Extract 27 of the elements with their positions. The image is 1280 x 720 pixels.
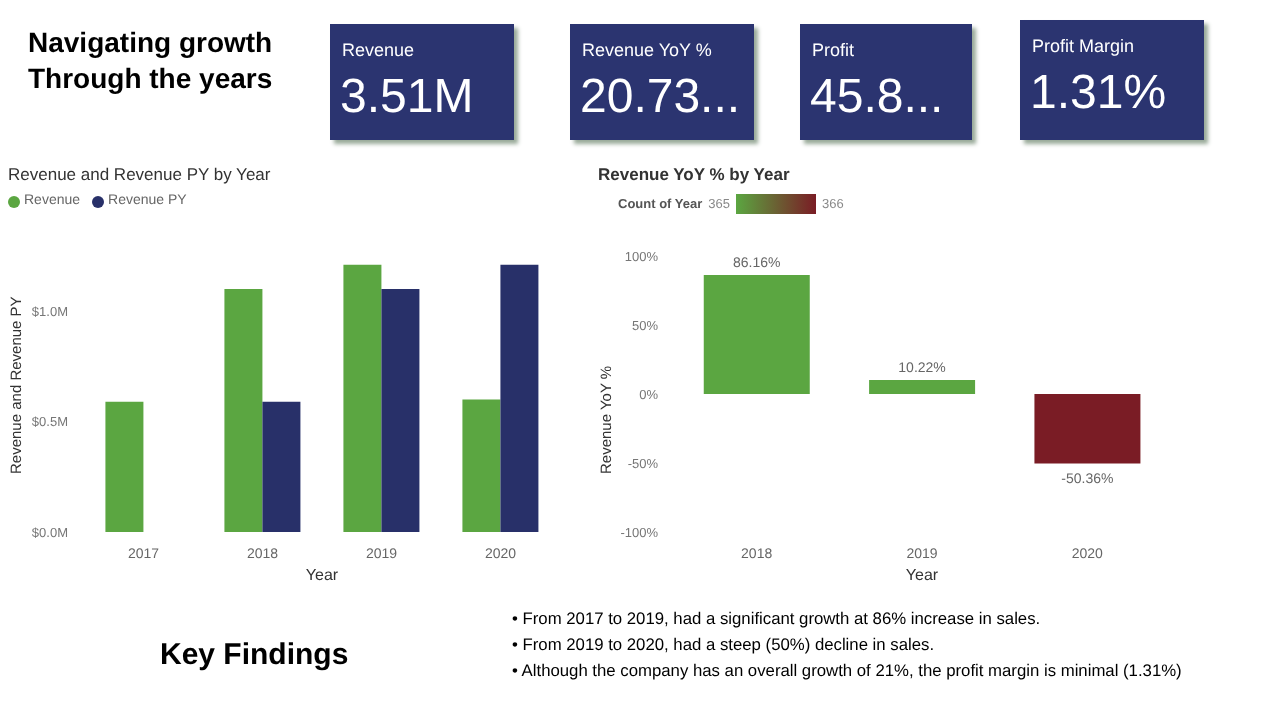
text: Profit Margin	[1032, 36, 1135, 56]
chart-title: Revenue YoY % by Year	[598, 164, 790, 184]
bar	[500, 264, 539, 532]
bar	[262, 401, 301, 532]
text: Revenue YoY %	[582, 40, 712, 60]
x-axis-title: Year	[905, 566, 939, 584]
text: • Although the company has an overall growth of 21%, the profit margin is minimal (1.31%)	[512, 658, 1184, 684]
bar	[869, 379, 976, 394]
bar	[703, 275, 810, 394]
bar	[1034, 394, 1141, 464]
bar	[224, 289, 263, 532]
text: Key Findings	[160, 638, 349, 672]
text: Profit	[812, 40, 855, 60]
text: 45.8...	[810, 70, 944, 126]
text: Navigating growth Through the years	[28, 24, 275, 96]
x-axis-title: Year	[305, 566, 339, 584]
text: 3.51M	[340, 70, 474, 126]
bar	[381, 289, 420, 532]
text: Revenue	[342, 40, 415, 60]
text: 20.73...	[580, 70, 741, 126]
bar	[462, 399, 501, 532]
text: • From 2019 to 2020, had a steep (50%) decline in sales.	[512, 632, 937, 658]
chart-title: Revenue and Revenue PY by Year	[8, 164, 271, 184]
text: 1.31%	[1030, 66, 1167, 122]
text: • From 2017 to 2019, had a significant growth at 86% increase in sales.	[512, 606, 1043, 632]
bar	[343, 264, 382, 532]
bar	[105, 401, 144, 532]
